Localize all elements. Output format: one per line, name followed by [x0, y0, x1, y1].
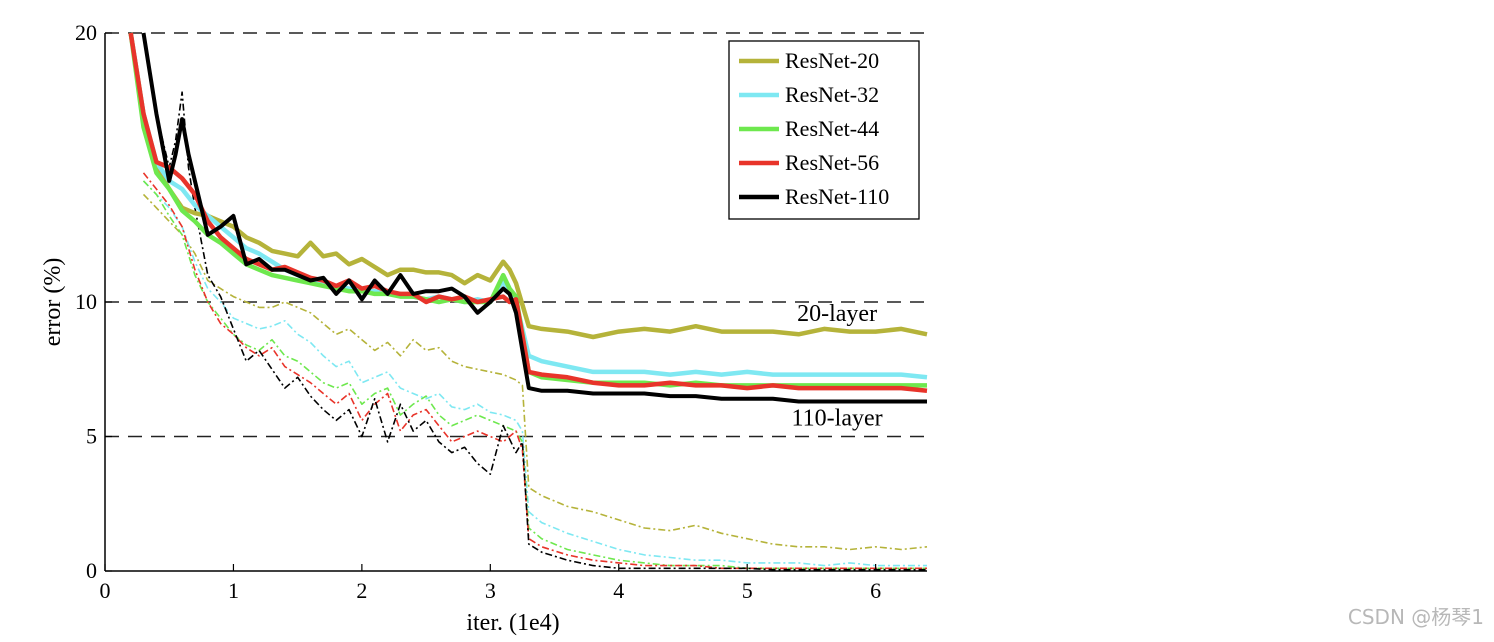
- x-tick-label-4: 4: [613, 578, 624, 603]
- y-tick-label-10: 10: [75, 289, 97, 314]
- resnet-56-train-line: [142, 172, 927, 570]
- x-tick-label-1: 1: [228, 578, 239, 603]
- y-axis-label: error (%): [40, 258, 66, 347]
- resnet-110-test-line: [141, 32, 927, 404]
- y-tick-label-20: 20: [75, 20, 97, 45]
- x-tick-label-3: 3: [485, 578, 496, 603]
- x-tick-label-0: 0: [100, 578, 111, 603]
- tick-labels: 0 1 2 3 4 5 6 0 5 10 20: [75, 20, 881, 603]
- y-tick-label-0: 0: [86, 558, 97, 583]
- legend-label-resnet-110: ResNet-110: [785, 184, 889, 209]
- legend: ResNet-20 ResNet-32 ResNet-44 ResNet-56 ResN…: [728, 40, 920, 220]
- annotations: 20-layer 110-layer: [792, 301, 883, 432]
- resnet-110-train-line: [142, 32, 927, 571]
- resnet-56-test-line: [128, 32, 928, 394]
- watermark: CSDN @杨琴1: [1347, 605, 1484, 629]
- legend-label-resnet-44: ResNet-44: [785, 116, 879, 141]
- x-axis-label: iter. (1e4): [466, 610, 559, 636]
- train-error-curves: [142, 32, 928, 571]
- resnet-20-train-line: [142, 193, 928, 551]
- x-tick-label-5: 5: [742, 578, 753, 603]
- test-error-curves: [128, 32, 928, 404]
- resnet-44-train-line: [142, 180, 927, 570]
- legend-label-resnet-20: ResNet-20: [785, 48, 879, 73]
- annotation-110-layer: 110-layer: [792, 406, 883, 432]
- legend-label-resnet-56: ResNet-56: [785, 150, 879, 175]
- x-tick-label-6: 6: [870, 578, 881, 603]
- legend-label-resnet-32: ResNet-32: [785, 82, 879, 107]
- resnet-20-test-line: [128, 32, 928, 340]
- x-tick-label-2: 2: [356, 578, 367, 603]
- annotation-20-layer: 20-layer: [797, 301, 877, 327]
- y-tick-label-5: 5: [86, 424, 97, 449]
